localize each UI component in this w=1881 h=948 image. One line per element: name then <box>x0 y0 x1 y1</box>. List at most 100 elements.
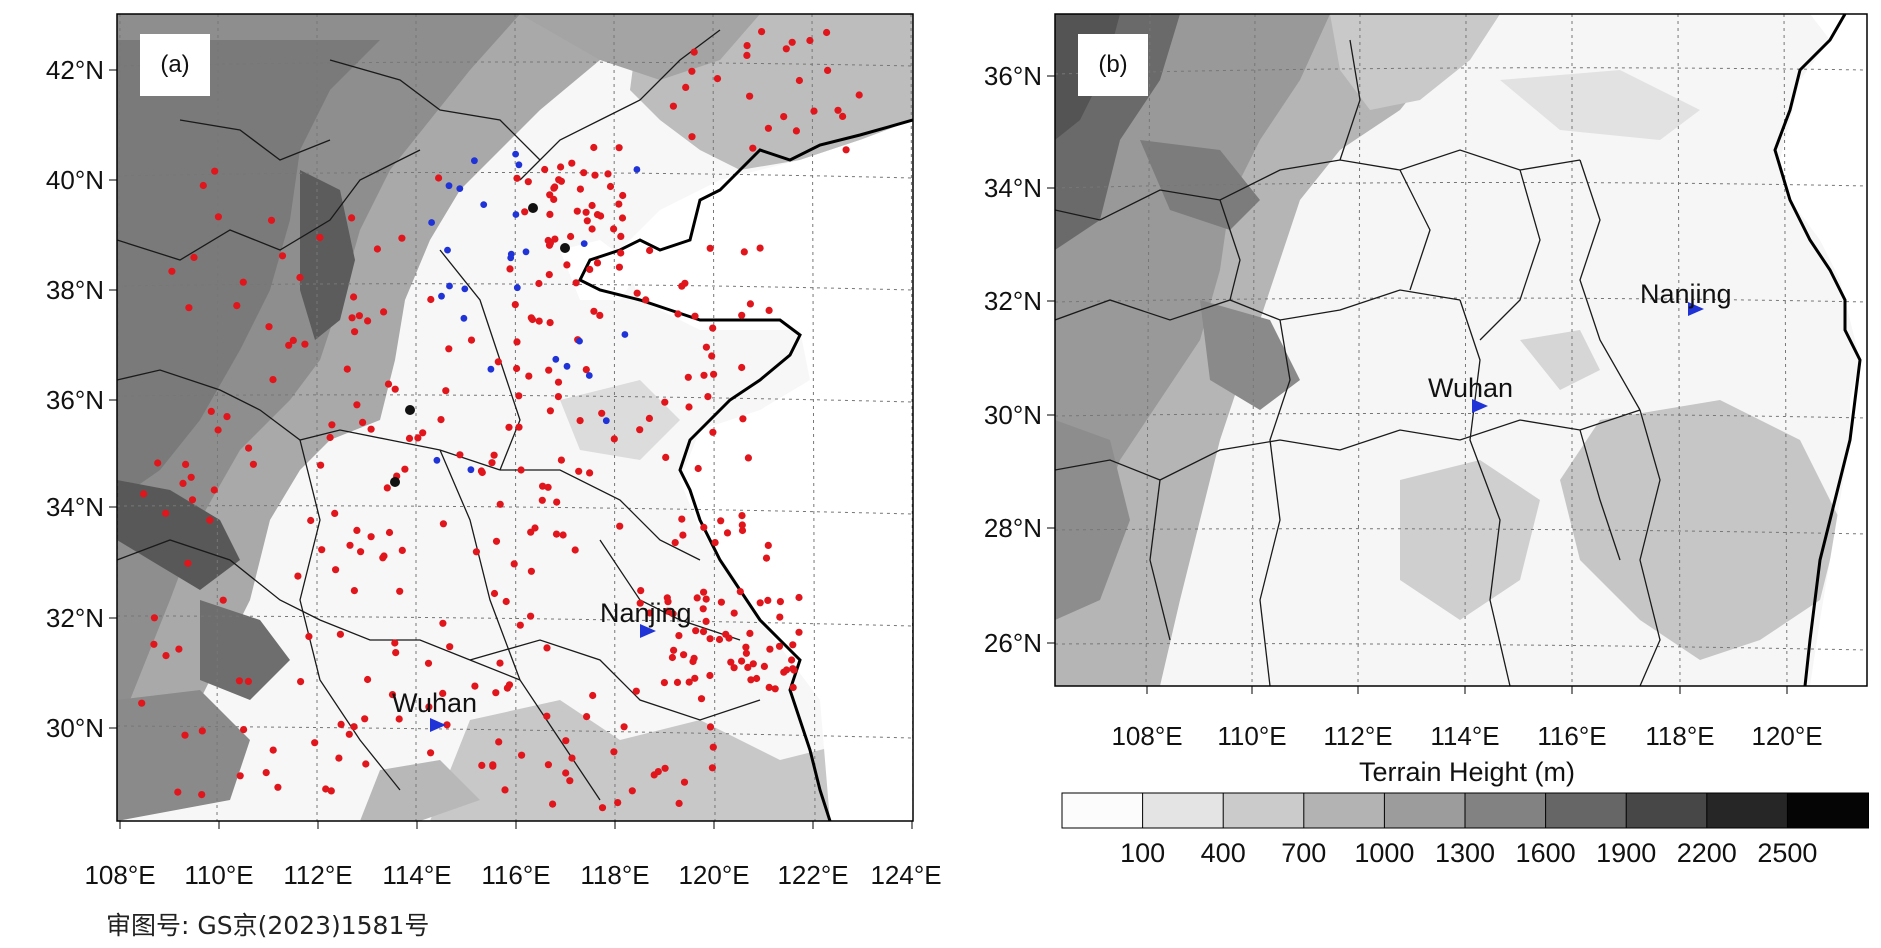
colorbar-tick-label: 1300 <box>1435 838 1495 868</box>
red-station <box>766 645 774 653</box>
red-station <box>535 279 543 288</box>
red-station <box>361 715 369 723</box>
red-station <box>693 594 701 602</box>
red-station <box>636 426 644 434</box>
red-station <box>527 314 535 322</box>
panel-a-tag: (a) <box>160 51 189 78</box>
red-station <box>576 417 584 425</box>
lat-tick-label: 26°N <box>984 628 1042 658</box>
red-station <box>367 533 375 541</box>
black-station <box>390 477 400 487</box>
red-station <box>385 528 394 537</box>
red-station <box>736 588 744 596</box>
red-station <box>685 403 693 411</box>
city-label-nanjing: Nanjing <box>600 598 692 628</box>
panel-b-lat-axis: 36°N 34°N 32°N 30°N 28°N 26°N <box>984 61 1055 658</box>
blue-triangle-icon <box>1688 302 1704 316</box>
blue-station <box>461 285 469 293</box>
blue-station <box>602 417 610 425</box>
red-station <box>562 769 570 777</box>
red-station <box>824 66 832 74</box>
red-station <box>661 398 669 406</box>
red-station <box>746 629 754 638</box>
red-station <box>348 314 356 322</box>
red-station <box>496 500 504 508</box>
red-station <box>765 306 773 314</box>
red-station <box>442 387 450 395</box>
panel-a: (a) Nanjing Wuhan 42°N 40°N 38°N 36°N 34… <box>46 13 942 890</box>
red-station <box>557 456 566 464</box>
red-station <box>633 289 641 297</box>
red-station <box>527 567 536 575</box>
lon-tick-label: 108°E <box>84 860 155 890</box>
red-station <box>715 635 724 644</box>
red-station <box>515 423 523 431</box>
red-station <box>568 159 576 167</box>
lon-tick-label: 118°E <box>580 860 649 890</box>
red-station <box>477 467 485 475</box>
red-station <box>401 465 409 473</box>
red-station <box>762 554 771 562</box>
red-station <box>738 657 746 665</box>
red-station <box>154 459 162 467</box>
red-station <box>669 610 677 618</box>
red-station <box>524 178 532 186</box>
red-station <box>168 267 176 275</box>
blue-station <box>428 219 435 226</box>
red-station <box>764 124 773 132</box>
red-station <box>472 548 480 556</box>
lat-tick-label: 30°N <box>46 713 104 743</box>
black-station <box>560 243 570 253</box>
red-station <box>839 112 847 120</box>
red-station <box>806 36 814 45</box>
red-station <box>583 217 591 225</box>
red-station <box>150 640 158 648</box>
lon-tick-label: 108°E <box>1111 721 1182 751</box>
red-station <box>510 560 518 568</box>
red-station <box>743 42 751 50</box>
red-station <box>317 461 325 469</box>
red-station <box>586 469 594 477</box>
red-station <box>661 764 669 772</box>
red-station <box>527 612 535 620</box>
red-station <box>700 588 708 596</box>
red-station <box>749 144 757 152</box>
red-station <box>780 113 788 121</box>
red-station <box>265 323 273 331</box>
red-station <box>566 777 574 785</box>
lat-tick-label: 32°N <box>46 603 104 633</box>
red-station <box>559 531 567 539</box>
red-station <box>691 312 699 320</box>
red-station <box>782 45 790 53</box>
red-station <box>518 751 526 759</box>
red-station <box>674 310 682 318</box>
red-station <box>240 726 248 734</box>
lon-tick-label: 120°E <box>678 860 749 890</box>
red-station <box>346 541 354 549</box>
red-station <box>355 312 363 320</box>
red-station <box>492 537 501 545</box>
red-station <box>739 415 747 423</box>
lat-tick-label: 36°N <box>46 385 104 415</box>
red-station <box>596 311 604 319</box>
red-station <box>598 804 607 812</box>
red-station <box>554 378 563 386</box>
panel-b-tag: (b) <box>1098 51 1127 78</box>
red-station <box>379 554 387 562</box>
black-station <box>528 203 538 213</box>
red-station <box>316 233 324 242</box>
red-station <box>740 248 748 256</box>
red-station <box>789 683 797 692</box>
red-station <box>709 428 717 436</box>
lon-tick-label: 114°E <box>1430 721 1499 751</box>
panel-b: (b) Nanjing Wuhan 36°N 34°N 32°N 30°N 28… <box>984 13 1870 868</box>
red-station <box>515 392 523 400</box>
colorbar-tick-label: 700 <box>1281 838 1326 868</box>
red-station <box>614 799 622 807</box>
red-station <box>646 246 654 255</box>
blue-station <box>522 248 530 256</box>
red-station <box>708 352 716 360</box>
red-station <box>353 401 361 409</box>
blue-station <box>585 372 593 379</box>
red-station <box>810 107 818 115</box>
